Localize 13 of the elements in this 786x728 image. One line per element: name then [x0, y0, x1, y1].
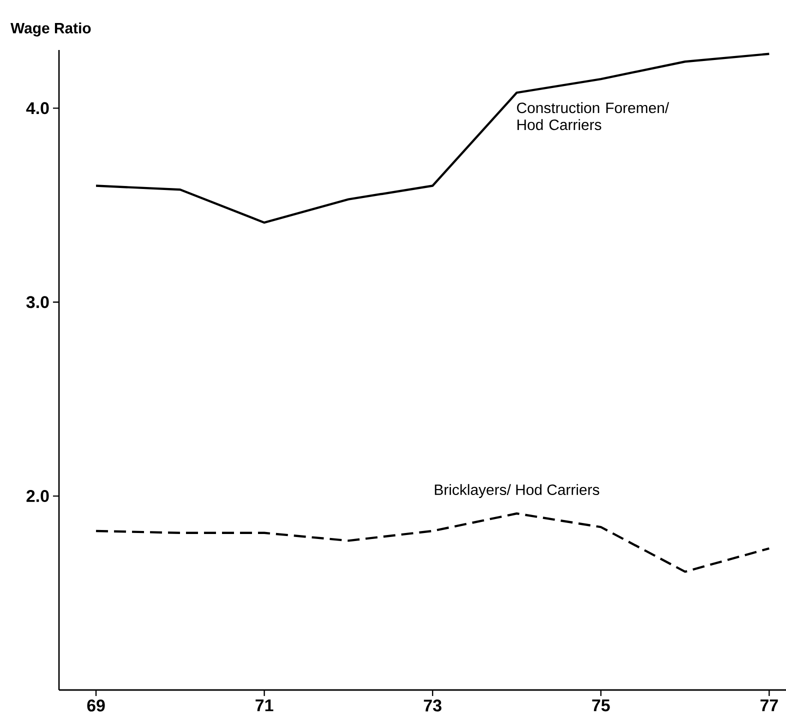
- x-tick-label: 71: [256, 700, 274, 712]
- x-tick-label: 75: [592, 700, 610, 712]
- x-tick-label: 69: [87, 700, 105, 712]
- y-tick-label: 2.0: [26, 490, 49, 502]
- line-series: [94, 512, 770, 573]
- y-tick-label: 3.0: [26, 296, 49, 308]
- line-series: [94, 52, 770, 224]
- x-tick-label: 77: [760, 700, 778, 712]
- y-axis-title: Wage Ratio: [10, 22, 91, 36]
- series-label: Construction Foremen/ Hod Carriers: [517, 102, 670, 130]
- series-label: Bricklayers/ Hod Carriers: [434, 484, 600, 498]
- x-tick-label: 73: [424, 700, 442, 712]
- y-tick-label: 4.0: [26, 102, 49, 114]
